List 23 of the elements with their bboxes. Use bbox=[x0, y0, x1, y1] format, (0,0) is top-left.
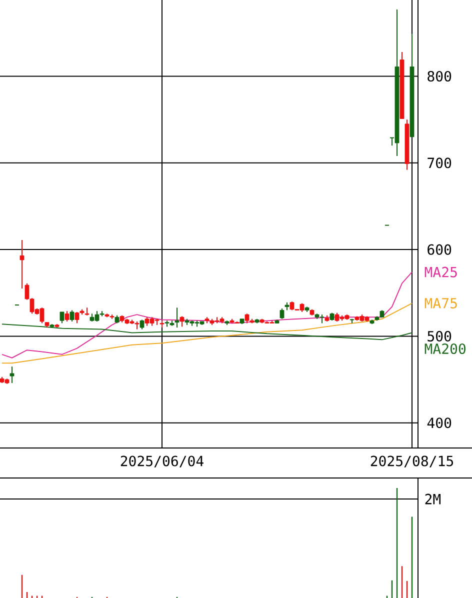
series-label: MA75 bbox=[424, 298, 457, 308]
y-tick-label: 800 bbox=[428, 70, 452, 82]
y-tick-label: 600 bbox=[428, 244, 452, 255]
candlestick bbox=[20, 240, 24, 290]
series-label: MA200 bbox=[424, 343, 466, 354]
candlestick bbox=[180, 316, 184, 328]
y-tick-label: 400 bbox=[427, 418, 452, 428]
series-label: MA25 bbox=[424, 266, 457, 278]
line-series bbox=[2, 302, 412, 364]
candlestick bbox=[174, 307, 180, 328]
candlestick bbox=[64, 310, 70, 322]
y-tick-label: 500 bbox=[428, 330, 452, 342]
candlestick bbox=[70, 310, 74, 322]
candlestick bbox=[280, 308, 284, 320]
line-series bbox=[2, 272, 412, 358]
candlestick bbox=[10, 366, 14, 384]
x-tick-label: 2025/06/04 bbox=[120, 456, 204, 468]
y-tick-label: 700 bbox=[428, 158, 452, 168]
ref-line-label: 2M bbox=[425, 494, 441, 504]
x-tick-label: 2025/08/15 bbox=[370, 456, 454, 468]
line-series bbox=[2, 324, 412, 340]
candlestick bbox=[140, 319, 144, 330]
candlestick bbox=[60, 311, 64, 324]
